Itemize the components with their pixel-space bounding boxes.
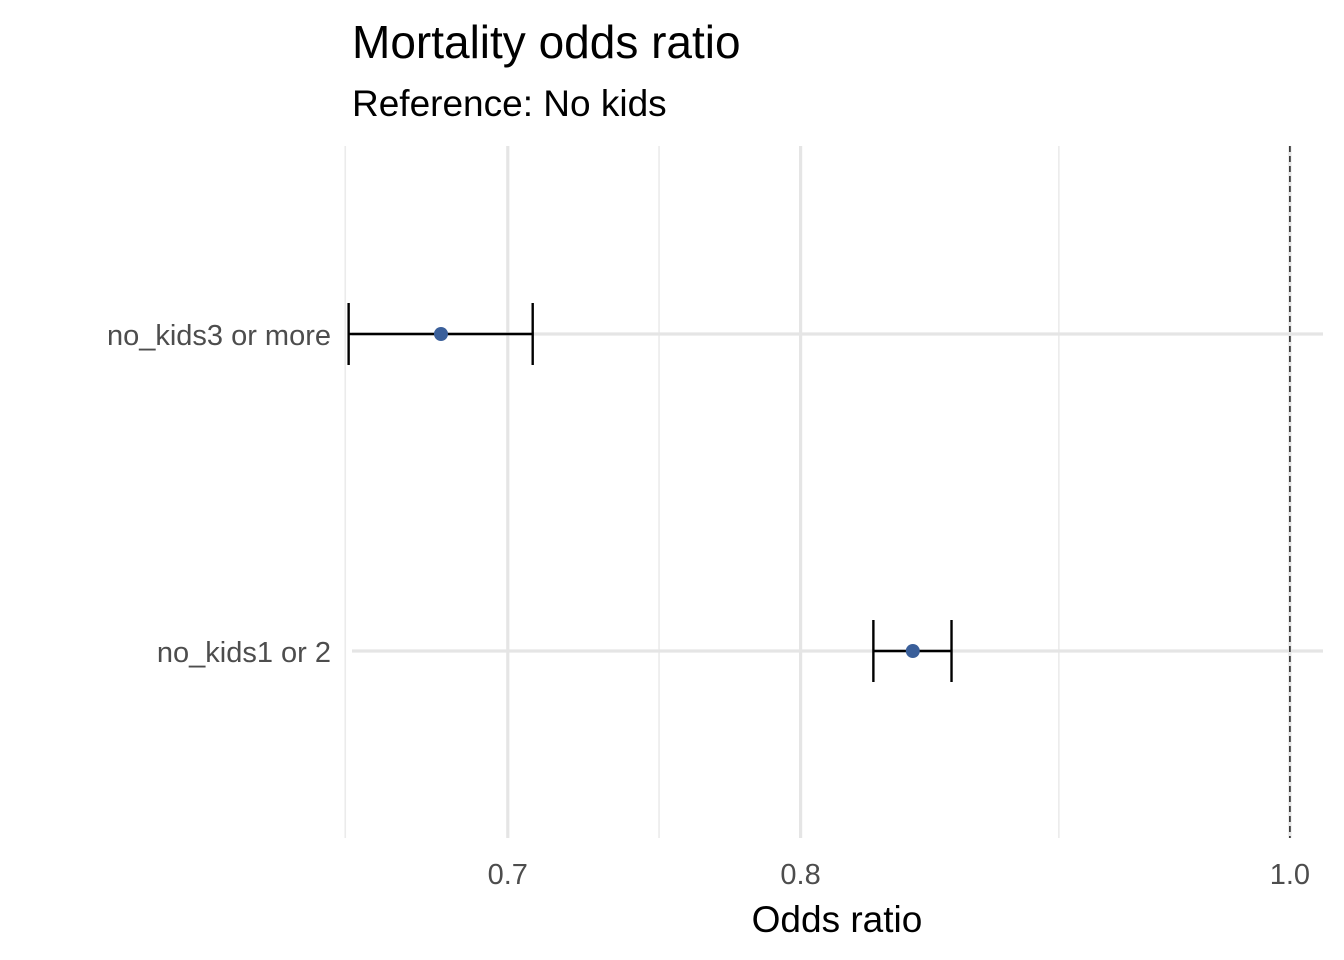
point-estimate-0 xyxy=(433,327,448,341)
y-tick-label-0: no_kids3 or more xyxy=(107,320,331,352)
x-axis-title: Odds ratio xyxy=(752,899,923,940)
x-tick-label-0: 0.7 xyxy=(488,859,528,891)
y-tick-label-1: no_kids1 or 2 xyxy=(157,637,331,669)
plot-area: no_kids3 or more no_kids1 or 2 0.7 0.8 1.0 xyxy=(107,146,1323,891)
chart-subtitle: Reference: No kids xyxy=(352,83,667,124)
chart-title: Mortality odds ratio xyxy=(352,16,741,68)
x-tick-label-2: 1.0 xyxy=(1270,859,1310,891)
point-estimate-1 xyxy=(905,644,920,658)
x-tick-label-1: 0.8 xyxy=(780,859,820,891)
